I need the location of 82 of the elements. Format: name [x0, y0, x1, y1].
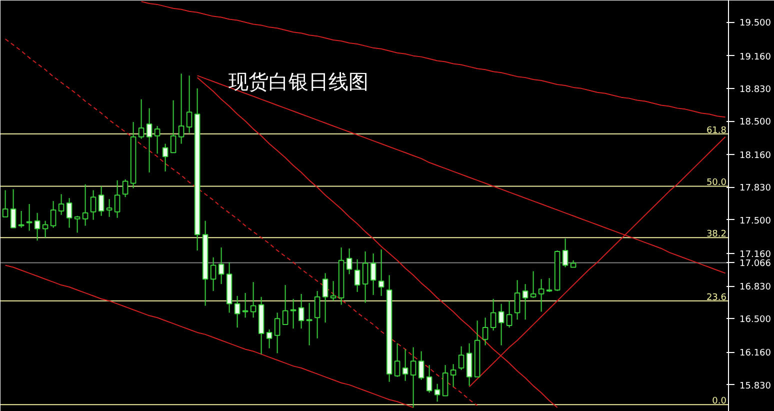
- candlestick: [362, 250, 368, 304]
- candlestick: [426, 364, 432, 394]
- y-tick-label: 18.500: [740, 118, 772, 128]
- candlestick: [450, 364, 456, 388]
- candlestick: [522, 284, 528, 320]
- candlestick: [530, 270, 536, 298]
- candlestick: [418, 350, 424, 380]
- candlestick: [26, 204, 32, 232]
- y-tick-label: 15.830: [740, 381, 772, 392]
- candlestick: [146, 108, 152, 173]
- y-tick-label: 17.500: [740, 216, 772, 226]
- candlestick: [170, 100, 176, 154]
- candlestick: [82, 184, 88, 226]
- candlestick: [178, 73, 184, 144]
- candlestick: [370, 252, 376, 296]
- annotation: 23.6: [706, 292, 727, 303]
- candlestick: [50, 200, 56, 228]
- candlestick: [242, 292, 248, 318]
- candlestick: [162, 143, 168, 172]
- candlestick: [434, 383, 440, 402]
- annotation: 61.8: [706, 126, 727, 136]
- candlestick: [18, 210, 24, 228]
- candlestick: [106, 198, 112, 218]
- y-tick-label: 17.160: [740, 250, 772, 260]
- y-tick-label: 17.066: [740, 259, 772, 270]
- candlestick: [122, 178, 128, 198]
- candlestick: [210, 256, 216, 292]
- candlestick: [90, 190, 96, 220]
- candlestick: [58, 194, 64, 216]
- annotation: 50.0: [706, 178, 727, 188]
- candlestick: [34, 212, 40, 242]
- candlestick: [114, 180, 120, 218]
- candlestick: [562, 238, 568, 268]
- candlestick: [306, 302, 312, 346]
- candlestick: [10, 188, 16, 228]
- candlestick: [234, 295, 240, 328]
- candlestick: [514, 280, 520, 320]
- candlestick: [274, 312, 280, 354]
- line-series: [4, 264, 414, 408]
- candlestick: [410, 346, 416, 408]
- candlestick: [490, 298, 496, 331]
- candlestick: [466, 342, 472, 386]
- candlestick: [98, 186, 104, 216]
- y-tick-label: 18.160: [740, 151, 772, 162]
- candlestick: [442, 364, 448, 396]
- annotation: 0.0: [712, 396, 727, 407]
- candlestick: [330, 280, 336, 302]
- y-tick-label: 16.500: [740, 315, 772, 326]
- candlestick: [546, 278, 552, 292]
- candlestick: [322, 272, 328, 324]
- annotation: 38.2: [706, 230, 727, 240]
- text: 现货白银日线图: [228, 70, 368, 94]
- candlestick: [250, 282, 256, 318]
- candlestick: [66, 198, 72, 228]
- candlestick: [290, 298, 296, 330]
- y-tick-label: 17.830: [740, 184, 772, 194]
- candlestick: [394, 342, 400, 378]
- candlestick: [458, 346, 464, 371]
- candlestick: [266, 329, 272, 349]
- y-tick-label: 19.160: [740, 52, 772, 62]
- y-tick-label: 19.500: [740, 18, 772, 29]
- line-series: [140, 0, 726, 118]
- candlestick: [186, 75, 192, 134]
- line-series: [4, 38, 478, 406]
- candlestick: [538, 278, 544, 312]
- candlestick: [74, 215, 80, 234]
- candlestick: [298, 293, 304, 330]
- candlestick: [154, 125, 160, 154]
- candlestick: [282, 284, 288, 326]
- candlestick: [354, 258, 360, 292]
- candlestick: [218, 246, 224, 285]
- candlestick: [138, 98, 144, 140]
- candlestick: [314, 290, 320, 339]
- candlestick: [506, 300, 512, 328]
- y-tick-label: 16.160: [740, 348, 772, 359]
- candlestick: [402, 348, 408, 382]
- y-tick-label: 16.830: [740, 282, 772, 293]
- candlestick: [378, 248, 384, 296]
- candlestick: [346, 248, 352, 275]
- y-tick-label: 18.830: [740, 84, 772, 95]
- candlestick: [482, 317, 488, 346]
- candlestick: [498, 303, 504, 346]
